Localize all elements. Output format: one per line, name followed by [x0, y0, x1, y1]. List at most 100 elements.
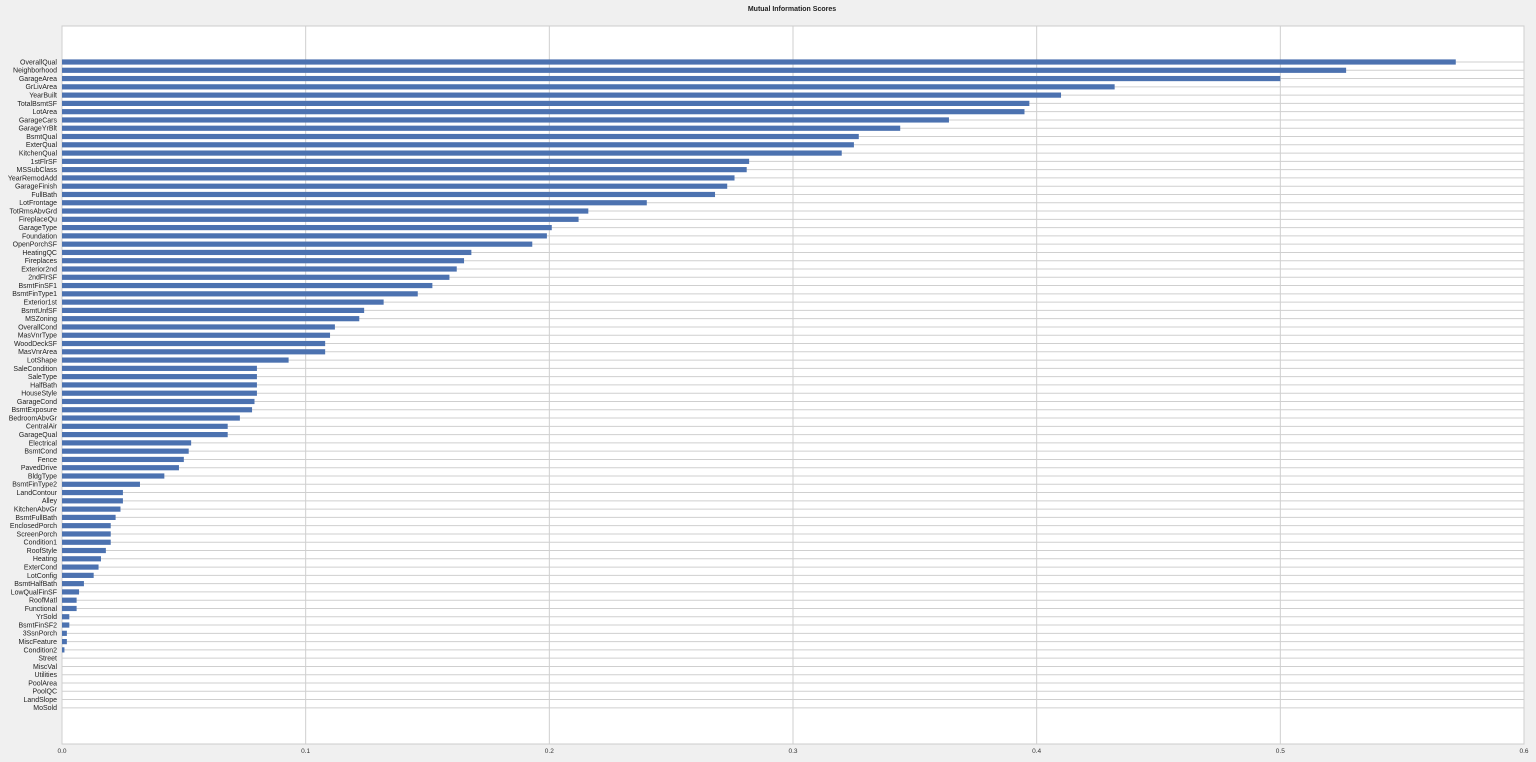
- bar-paveddrive: [62, 465, 179, 471]
- category-label: 3SsnPorch: [23, 631, 57, 638]
- category-label: RoofStyle: [27, 548, 57, 555]
- category-label: LotConfig: [27, 573, 57, 580]
- bar-masvnrtype: [62, 332, 331, 338]
- category-label: Fireplaces: [25, 258, 58, 265]
- bar-condition1: [62, 539, 111, 545]
- category-label: HalfBath: [30, 382, 57, 389]
- bar-functional: [62, 605, 77, 612]
- category-label: Electrical: [29, 440, 58, 447]
- bar-roofmatl: [62, 597, 77, 603]
- bar-extercond: [62, 564, 99, 570]
- category-label: Alley: [42, 498, 58, 505]
- category-label: MasVnrType: [18, 333, 57, 340]
- bar-neighborhood: [62, 67, 1347, 73]
- bar-lotfrontage: [62, 200, 647, 206]
- bar-condition2: [62, 647, 65, 653]
- bar-bsmtexposure: [62, 407, 253, 413]
- bar-lotarea: [62, 109, 1025, 115]
- bar-openporchsf: [62, 241, 533, 247]
- category-label: FireplaceQu: [19, 217, 57, 224]
- bar-mszoning: [62, 316, 360, 322]
- category-label: Foundation: [22, 233, 57, 240]
- bar-salecondition: [62, 365, 257, 371]
- bar-bsmtcond: [62, 448, 189, 454]
- bar-bsmtfintype1: [62, 291, 418, 297]
- category-label: Condition2: [24, 647, 58, 654]
- category-label: GrLivArea: [25, 84, 57, 91]
- bar-garagearea: [62, 75, 1281, 82]
- category-label: WoodDeckSF: [14, 341, 57, 348]
- bar-halfbath: [62, 382, 257, 388]
- category-label: GarageQual: [19, 432, 58, 439]
- x-tick-label: 0.3: [788, 748, 797, 755]
- category-label: BsmtCond: [24, 449, 57, 456]
- category-label: BsmtFullBath: [15, 515, 57, 522]
- category-label: BsmtFinType1: [12, 291, 57, 298]
- bar-bsmtqual: [62, 133, 859, 140]
- bar-masvnrarea: [62, 349, 326, 355]
- bar-enclosedporch: [62, 523, 111, 529]
- category-label: ScreenPorch: [17, 531, 58, 538]
- bar-totrmsabvgrd: [62, 208, 589, 214]
- category-label: GarageYrBlt: [18, 126, 57, 133]
- bar-miscfeature: [62, 639, 67, 645]
- bar-heating: [62, 556, 101, 562]
- category-label: MSZoning: [25, 316, 57, 323]
- x-tick-label: 0.2: [545, 748, 554, 755]
- bar-1stflrsf: [62, 158, 750, 164]
- category-label: Functional: [25, 606, 58, 613]
- chart-title: Mutual Information Scores: [748, 6, 836, 13]
- bar-lotconfig: [62, 572, 94, 578]
- bar-overallcond: [62, 324, 335, 330]
- category-label: HeatingQC: [22, 250, 57, 257]
- category-label: PoolQC: [32, 689, 57, 696]
- bar-overallqual: [62, 59, 1456, 65]
- category-label: HouseStyle: [21, 391, 57, 398]
- category-label: BsmtExposure: [11, 407, 57, 414]
- category-label: BsmtFinType2: [12, 482, 57, 489]
- category-label: LandContour: [17, 490, 58, 497]
- category-label: SaleCondition: [13, 366, 57, 373]
- category-label: EnclosedPorch: [10, 523, 57, 530]
- category-label: BsmtFinSF1: [18, 283, 57, 290]
- category-label: TotRmsAbvGrd: [10, 208, 58, 215]
- category-label: LowQualFinSF: [11, 589, 57, 596]
- category-label: Neighborhood: [13, 68, 57, 75]
- bar-centralair: [62, 423, 228, 429]
- category-label: Street: [38, 656, 57, 663]
- bar-alley: [62, 498, 123, 504]
- bar-kitchenqual: [62, 150, 842, 156]
- bar-mssubclass: [62, 167, 747, 173]
- x-tick-label: 0.6: [1519, 748, 1528, 755]
- bar-electrical: [62, 440, 192, 446]
- category-label: LotFrontage: [19, 200, 57, 207]
- bar-lowqualfinsf: [62, 589, 80, 595]
- bar-bedroomabvgr: [62, 415, 240, 421]
- bars: [62, 59, 1456, 653]
- category-label: PavedDrive: [21, 465, 57, 472]
- category-label: KitchenQual: [19, 150, 58, 157]
- category-label: LotShape: [27, 357, 57, 364]
- bar-garagecond: [62, 398, 255, 405]
- category-label: BsmtQual: [26, 134, 57, 141]
- category-label: Exterior2nd: [21, 266, 57, 273]
- bar-lotshape: [62, 357, 289, 363]
- category-label: MiscFeature: [18, 639, 57, 646]
- category-label: Exterior1st: [24, 300, 58, 307]
- category-label: MoSold: [33, 705, 57, 712]
- category-label: CentralAir: [26, 424, 58, 431]
- category-label: PoolArea: [28, 680, 57, 687]
- x-tick-labels: 0.0 0.1 0.2 0.3 0.4 0.5 0.6: [57, 748, 1528, 755]
- bar-bldgtype: [62, 473, 165, 479]
- category-label: MiscVal: [33, 664, 57, 671]
- bar-exterior1st: [62, 299, 384, 305]
- category-label: Heating: [33, 556, 57, 563]
- bar-garagecars: [62, 117, 949, 123]
- category-label: GarageType: [18, 225, 57, 232]
- category-label: KitchenAbvGr: [14, 507, 58, 514]
- category-label: RoofMatl: [29, 598, 57, 605]
- bar-bsmtunfsf: [62, 307, 365, 313]
- category-label: FullBath: [31, 192, 57, 199]
- x-tick-label: 0.0: [57, 748, 66, 755]
